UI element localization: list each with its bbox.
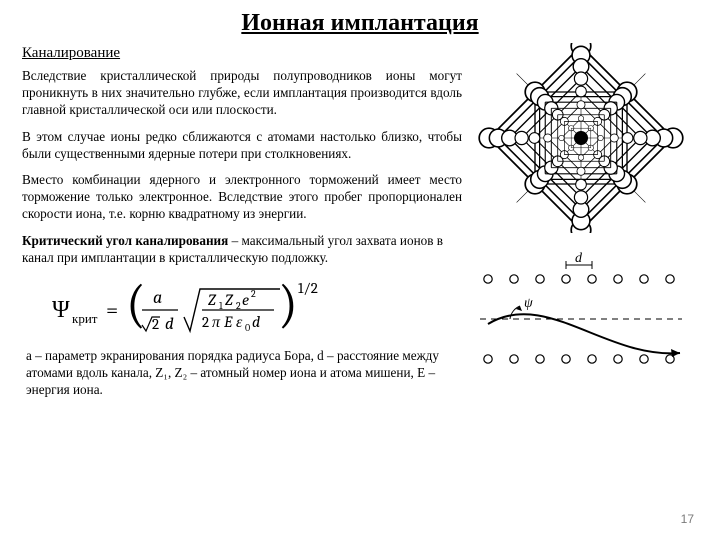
eq-d1: d: [165, 315, 174, 334]
svg-text:ψ: ψ: [524, 296, 533, 311]
equation-svg: Ψ крит = ( a 2 d: [52, 277, 342, 339]
eq-rparen: ): [278, 277, 298, 334]
eq-den-E: E: [223, 313, 233, 331]
eq-Z2: Z: [225, 291, 234, 309]
eq-psi-sub: крит: [72, 312, 98, 327]
eq-den-d: d: [252, 313, 260, 331]
subheading: Каналирование: [22, 45, 462, 62]
two-column-layout: Каналирование Вследствие кристаллической…: [22, 43, 698, 398]
figure-column: dψ: [476, 43, 686, 398]
page-number: 17: [681, 512, 694, 526]
bold-term: Критический угол каналирования: [22, 233, 228, 248]
eq-exponent: 1/2: [298, 279, 318, 297]
formula-caption: a – параметр экранирования порядка радиу…: [26, 347, 442, 398]
page-title: Ионная имплантация: [22, 10, 698, 37]
eq-den-eps: ε: [236, 313, 243, 331]
eq-sqrt2-two: 2: [152, 315, 159, 333]
equation-group: Ψ крит = ( a 2 d: [52, 277, 318, 334]
figure-crystal-tunnel: [476, 43, 686, 233]
text-column: Каналирование Вследствие кристаллической…: [22, 43, 462, 398]
figure-channeling-trajectory: dψ: [476, 249, 686, 389]
slide: Ионная имплантация Каналирование Вследст…: [0, 0, 720, 540]
eq-a: a: [153, 287, 162, 308]
eq-equals: =: [106, 297, 118, 323]
eq-psi: Ψ: [52, 295, 70, 323]
eq-den-2: 2: [202, 313, 209, 331]
svg-text:d: d: [575, 251, 583, 266]
formula-critical-angle: Ψ крит = ( a 2 d: [52, 277, 462, 339]
eq-den-eps0: 0: [245, 322, 250, 334]
paragraph-3: Вместо комбинации ядерного и электронног…: [22, 172, 462, 223]
eq-den-pi: π: [212, 313, 221, 331]
eq-e-sup: 2: [251, 288, 256, 300]
paragraph-1: Вследствие кристаллической природы полуп…: [22, 68, 462, 119]
eq-Z1: Z: [208, 291, 217, 309]
eq-e: e: [242, 291, 249, 309]
paragraph-2: В этом случае ионы редко сближаются с ат…: [22, 129, 462, 163]
paragraph-4: Критический угол каналирования – максима…: [22, 233, 462, 267]
